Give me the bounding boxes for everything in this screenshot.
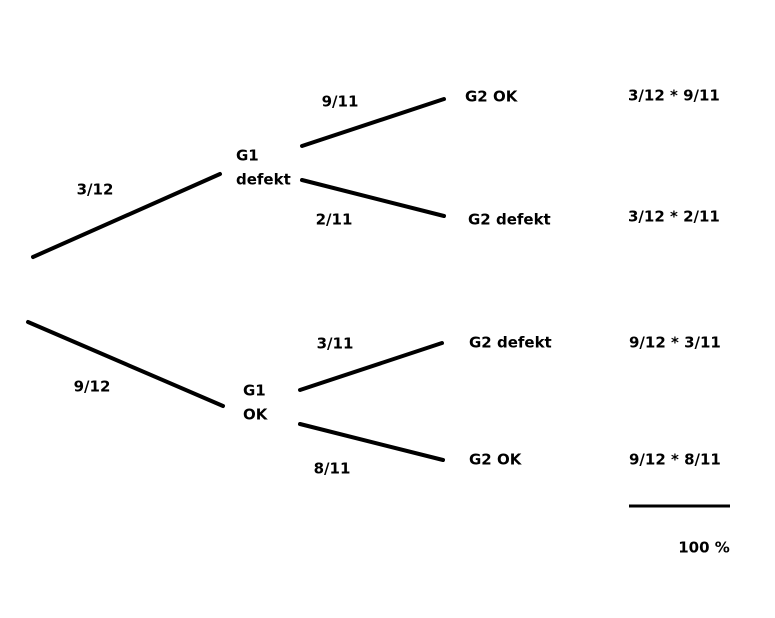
branch [300, 97, 446, 148]
product: 9/12 * 8/11 [629, 451, 721, 469]
edge-label: 3/12 [77, 181, 114, 199]
node-label: defekt [236, 171, 291, 189]
edge-label: 9/11 [322, 93, 359, 111]
node-label: G2 OK [469, 451, 523, 469]
total: 100 % [678, 539, 730, 557]
product: 3/12 * 2/11 [628, 208, 720, 226]
product: 9/12 * 3/11 [629, 334, 721, 352]
edge-label: 3/11 [317, 335, 354, 353]
branch [31, 172, 222, 259]
branch [26, 320, 225, 408]
product: 3/12 * 9/11 [628, 87, 720, 105]
branch [300, 178, 446, 218]
node-label: G2 OK [465, 88, 519, 106]
node-label: G2 defekt [469, 334, 552, 352]
edge-label: 8/11 [314, 460, 351, 478]
node-label: OK [243, 406, 269, 424]
node-label: G1 [236, 147, 259, 165]
branch [298, 341, 444, 392]
edge-label: 2/11 [316, 211, 353, 229]
node-label: G2 defekt [468, 211, 551, 229]
branch [298, 422, 445, 462]
node-label: G1 [243, 382, 266, 400]
edge-label: 9/12 [74, 378, 111, 396]
